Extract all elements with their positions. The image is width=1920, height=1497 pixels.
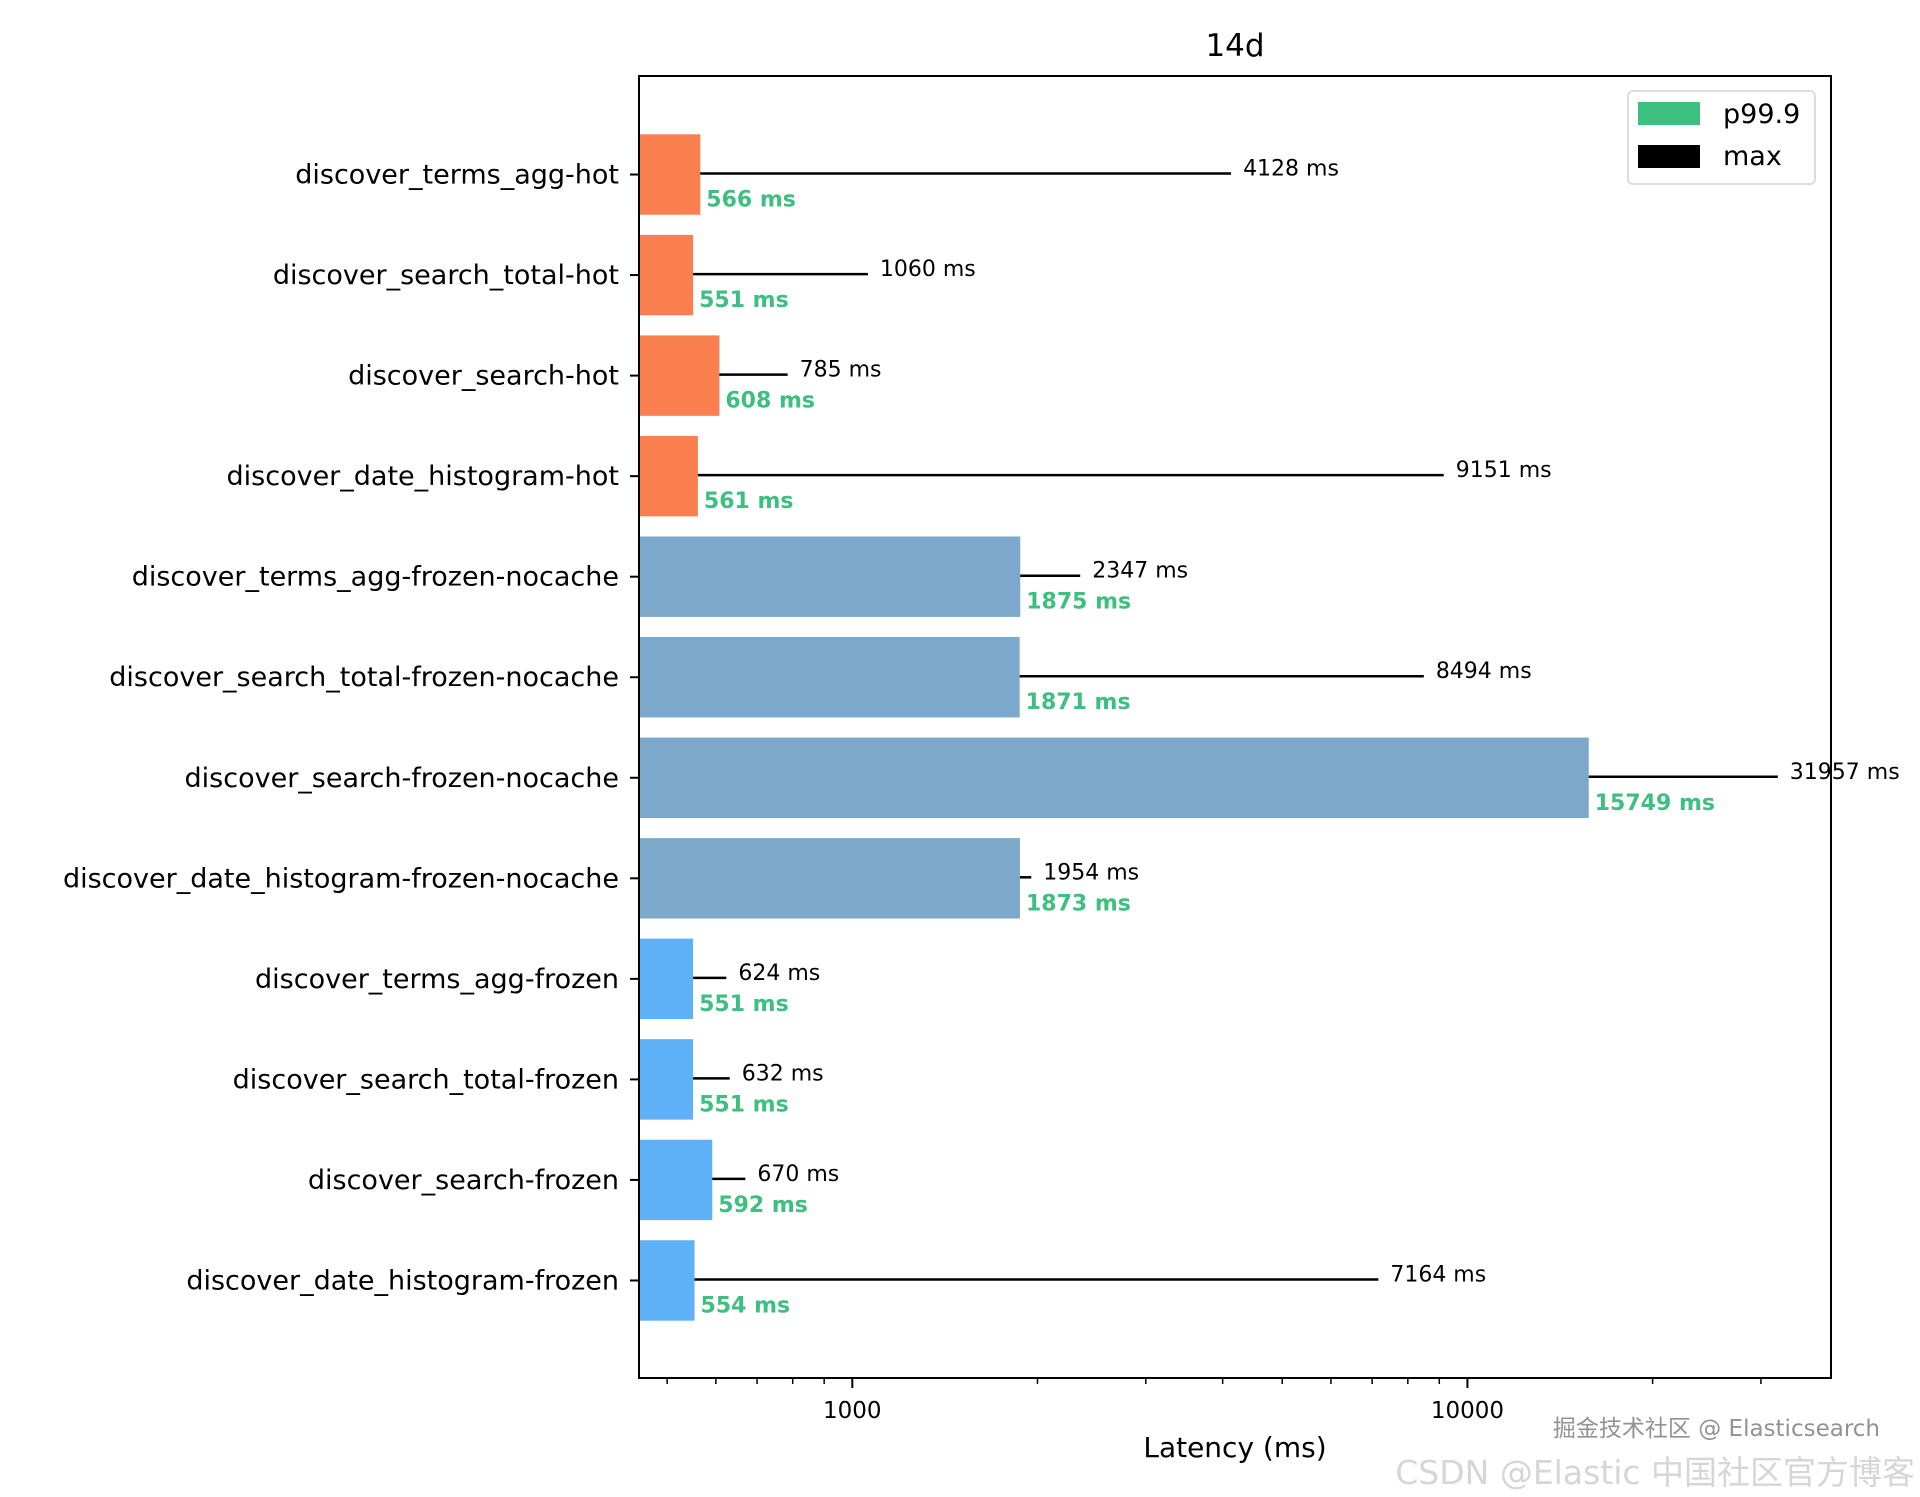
y-tick-label: discover_terms_agg-frozen: [255, 964, 619, 995]
p99-value-label: 566 ms: [706, 188, 796, 213]
bar-p99: [639, 134, 701, 215]
bar-p99: [639, 838, 1020, 919]
bar-p99: [639, 938, 694, 1020]
x-tick-label: 10000: [1431, 1398, 1504, 1424]
p99-value-label: 608 ms: [725, 389, 815, 414]
chart-title: 14d: [1205, 28, 1264, 64]
max-value-label: 9151 ms: [1456, 458, 1552, 483]
y-tick-label: discover_search-hot: [348, 361, 619, 392]
bar-p99: [639, 737, 1589, 818]
max-value-label: 1060 ms: [880, 257, 976, 282]
legend-swatch-max: [1638, 145, 1700, 168]
p99-value-label: 554 ms: [701, 1293, 791, 1318]
p99-value-label: 1873 ms: [1026, 891, 1131, 916]
legend: p99.9 max: [1627, 90, 1816, 185]
y-tick-label: discover_date_histogram-frozen: [186, 1265, 619, 1296]
bar-p99: [639, 234, 694, 316]
max-value-label: 7164 ms: [1390, 1262, 1486, 1287]
max-value-label: 785 ms: [800, 358, 882, 383]
y-tick-label: discover_search_total-hot: [273, 260, 619, 291]
y-tick-label: discover_search_total-frozen: [233, 1064, 619, 1095]
legend-swatch-p99: [1638, 102, 1700, 125]
max-value-label: 4128 ms: [1243, 157, 1339, 182]
y-tick-label: discover_search-frozen-nocache: [185, 763, 619, 794]
p99-value-label: 561 ms: [704, 489, 794, 514]
p99-value-label: 551 ms: [699, 288, 789, 313]
bar-p99: [639, 435, 698, 517]
y-tick-label: discover_date_histogram-hot: [227, 461, 619, 492]
y-tick-label: discover_terms_agg-frozen-nocache: [132, 562, 619, 593]
max-value-label: 624 ms: [738, 961, 820, 986]
watermark-juejin: 掘金技术社区 @ Elasticsearch: [1553, 1416, 1880, 1442]
legend-label-p99: p99.9: [1723, 99, 1800, 130]
p99-value-label: 1875 ms: [1026, 590, 1131, 615]
max-value-label: 31957 ms: [1790, 760, 1900, 785]
p99-value-label: 592 ms: [718, 1193, 808, 1218]
p99-value-label: 1871 ms: [1026, 690, 1131, 715]
x-axis-label: Latency (ms): [1143, 1431, 1326, 1464]
y-tick-label: discover_search-frozen: [308, 1165, 619, 1196]
max-value-label: 632 ms: [742, 1061, 824, 1086]
watermark-csdn: CSDN @Elastic 中国社区官方博客: [1395, 1453, 1915, 1492]
y-tick-label: discover_search_total-frozen-nocache: [109, 662, 619, 693]
p99-value-label: 551 ms: [699, 1092, 789, 1117]
y-tick-label: discover_date_histogram-frozen-nocache: [63, 863, 619, 894]
p99-value-label: 551 ms: [699, 992, 789, 1017]
max-value-label: 2347 ms: [1092, 559, 1188, 584]
bar-p99: [639, 1240, 695, 1321]
p99-value-label: 15749 ms: [1595, 791, 1715, 816]
bar-p99: [639, 1039, 694, 1120]
y-tick-label: discover_terms_agg-hot: [295, 160, 619, 191]
max-value-label: 8494 ms: [1436, 659, 1532, 684]
bar-p99: [639, 637, 1020, 718]
x-tick-label: 1000: [823, 1398, 882, 1424]
bar-p99: [639, 1139, 713, 1221]
plot-frame: [638, 75, 1832, 1379]
legend-label-max: max: [1723, 141, 1782, 172]
bar-p99: [639, 536, 1021, 617]
bar-p99: [639, 335, 720, 416]
max-value-label: 670 ms: [757, 1162, 839, 1187]
max-value-label: 1954 ms: [1043, 860, 1139, 885]
